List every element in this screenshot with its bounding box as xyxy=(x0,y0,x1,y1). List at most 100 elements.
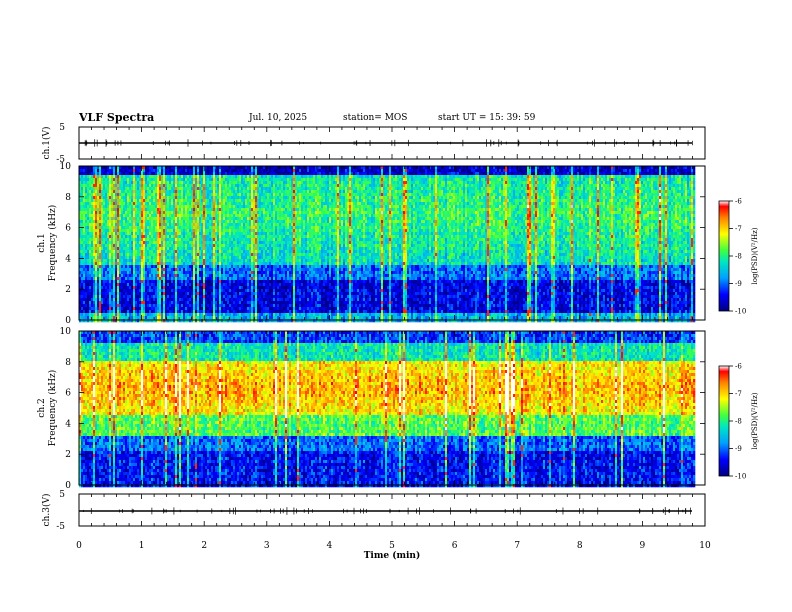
spectrogram-cell xyxy=(123,319,125,322)
spectrogram-cell xyxy=(107,220,109,223)
spectrogram-cell xyxy=(99,286,101,289)
spectrogram-cell xyxy=(111,211,113,214)
spectrogram-cell xyxy=(127,253,129,256)
spectrogram-cell xyxy=(131,280,133,283)
spectrogram-cell xyxy=(109,247,111,250)
spectrogram-cell xyxy=(99,181,101,184)
spectrogram-cell xyxy=(119,169,121,172)
spectrogram-cell xyxy=(113,244,115,247)
spectrogram-cell xyxy=(131,193,133,196)
spectrogram-cell xyxy=(117,172,119,175)
spectrogram-cell xyxy=(127,313,129,316)
spectrogram-cell xyxy=(95,175,97,178)
spectrogram-cell xyxy=(113,175,115,178)
spectrogram-cell xyxy=(85,319,87,322)
spectrogram-cell xyxy=(129,295,131,298)
spectrogram-cell xyxy=(89,169,91,172)
spectrogram-cell xyxy=(113,196,115,199)
spectrogram-cell xyxy=(111,250,113,253)
spectrogram-cell xyxy=(91,313,93,316)
spectrogram-cell xyxy=(85,268,87,271)
spectrogram-cell xyxy=(85,262,87,265)
spectrogram-cell xyxy=(87,199,89,202)
spectrogram-cell xyxy=(95,214,97,217)
spectrogram-cell xyxy=(89,319,91,322)
spectrogram-cell xyxy=(101,229,103,232)
spectrogram-cell xyxy=(107,295,109,298)
spectrogram-cell xyxy=(105,187,107,190)
spectrogram-cell xyxy=(125,268,127,271)
spectrogram-cell xyxy=(83,229,85,232)
spectrogram-cell xyxy=(135,319,137,322)
spectrogram-cell xyxy=(129,262,131,265)
spectrogram-cell xyxy=(123,184,125,187)
spectrogram-cell xyxy=(93,220,95,223)
spectrogram-cell xyxy=(119,181,121,184)
spectrogram-cell xyxy=(121,313,123,316)
spectrogram-cell xyxy=(135,265,137,268)
spectrogram-cell xyxy=(101,223,103,226)
spectrogram-cell xyxy=(103,274,105,277)
spectrogram-cell xyxy=(113,316,115,319)
spectrogram-cell xyxy=(117,220,119,223)
spectrogram-cell xyxy=(139,220,141,223)
spectrogram-cell xyxy=(127,202,129,205)
spectrogram-cell xyxy=(133,214,135,217)
spectrogram-cell xyxy=(131,199,133,202)
spectrogram-cell xyxy=(115,169,117,172)
spectrogram-cell xyxy=(115,280,117,283)
spectrogram-cell xyxy=(127,238,129,241)
spectrogram-cell xyxy=(115,235,117,238)
spectrogram-cell xyxy=(119,310,121,313)
spectrogram-cell xyxy=(113,187,115,190)
spectrogram-cell xyxy=(103,277,105,280)
spectrogram-cell xyxy=(125,274,127,277)
spectrogram-cell xyxy=(107,265,109,268)
spectrogram-cell xyxy=(101,205,103,208)
spectrogram-cell xyxy=(117,211,119,214)
spectrogram-cell xyxy=(89,214,91,217)
spectrogram-cell xyxy=(127,223,129,226)
spectrogram-cell xyxy=(125,310,127,313)
spectrogram-cell xyxy=(113,295,115,298)
spectrogram-cell xyxy=(99,220,101,223)
spectrogram-cell xyxy=(99,202,101,205)
spectrogram-cell xyxy=(125,178,127,181)
spectrogram-cell xyxy=(93,169,95,172)
spectrogram-cell xyxy=(115,286,117,289)
spectrogram-cell xyxy=(117,205,119,208)
spectrogram-cell xyxy=(131,286,133,289)
spectrogram-cell xyxy=(131,250,133,253)
spectrogram-cell xyxy=(137,196,139,199)
spectrogram-cell xyxy=(139,256,141,259)
spectrogram-cell xyxy=(83,319,85,322)
spectrogram-cell xyxy=(117,232,119,235)
spectrogram-cell xyxy=(83,274,85,277)
spectrogram-cell xyxy=(113,181,115,184)
spectrogram-cell xyxy=(141,175,143,178)
spectrogram-cell xyxy=(85,283,87,286)
spectrogram-cell xyxy=(127,247,129,250)
spectrogram-cell xyxy=(131,181,133,184)
spectrogram-cell xyxy=(97,256,99,259)
spectrogram-cell xyxy=(115,205,117,208)
spectrogram-cell xyxy=(127,232,129,235)
spectrogram-cell xyxy=(123,232,125,235)
spectrogram-cell xyxy=(89,211,91,214)
spectrogram-cell xyxy=(109,244,111,247)
spectrogram-cell xyxy=(111,256,113,259)
spectrogram-cell xyxy=(103,241,105,244)
spectrogram-cell xyxy=(107,268,109,271)
spectrogram-cell xyxy=(127,175,129,178)
spectrogram-cell xyxy=(135,226,137,229)
spectrogram-cell xyxy=(91,250,93,253)
spectrogram-cell xyxy=(95,310,97,313)
spectrogram-cell xyxy=(137,172,139,175)
spectrogram-cell xyxy=(111,187,113,190)
spectrogram-cell xyxy=(133,226,135,229)
spectrogram-cell xyxy=(117,175,119,178)
spectrogram-cell xyxy=(121,259,123,262)
spectrogram-cell xyxy=(125,190,127,193)
spectrogram-cell xyxy=(121,208,123,211)
spectrogram-cell xyxy=(139,175,141,178)
